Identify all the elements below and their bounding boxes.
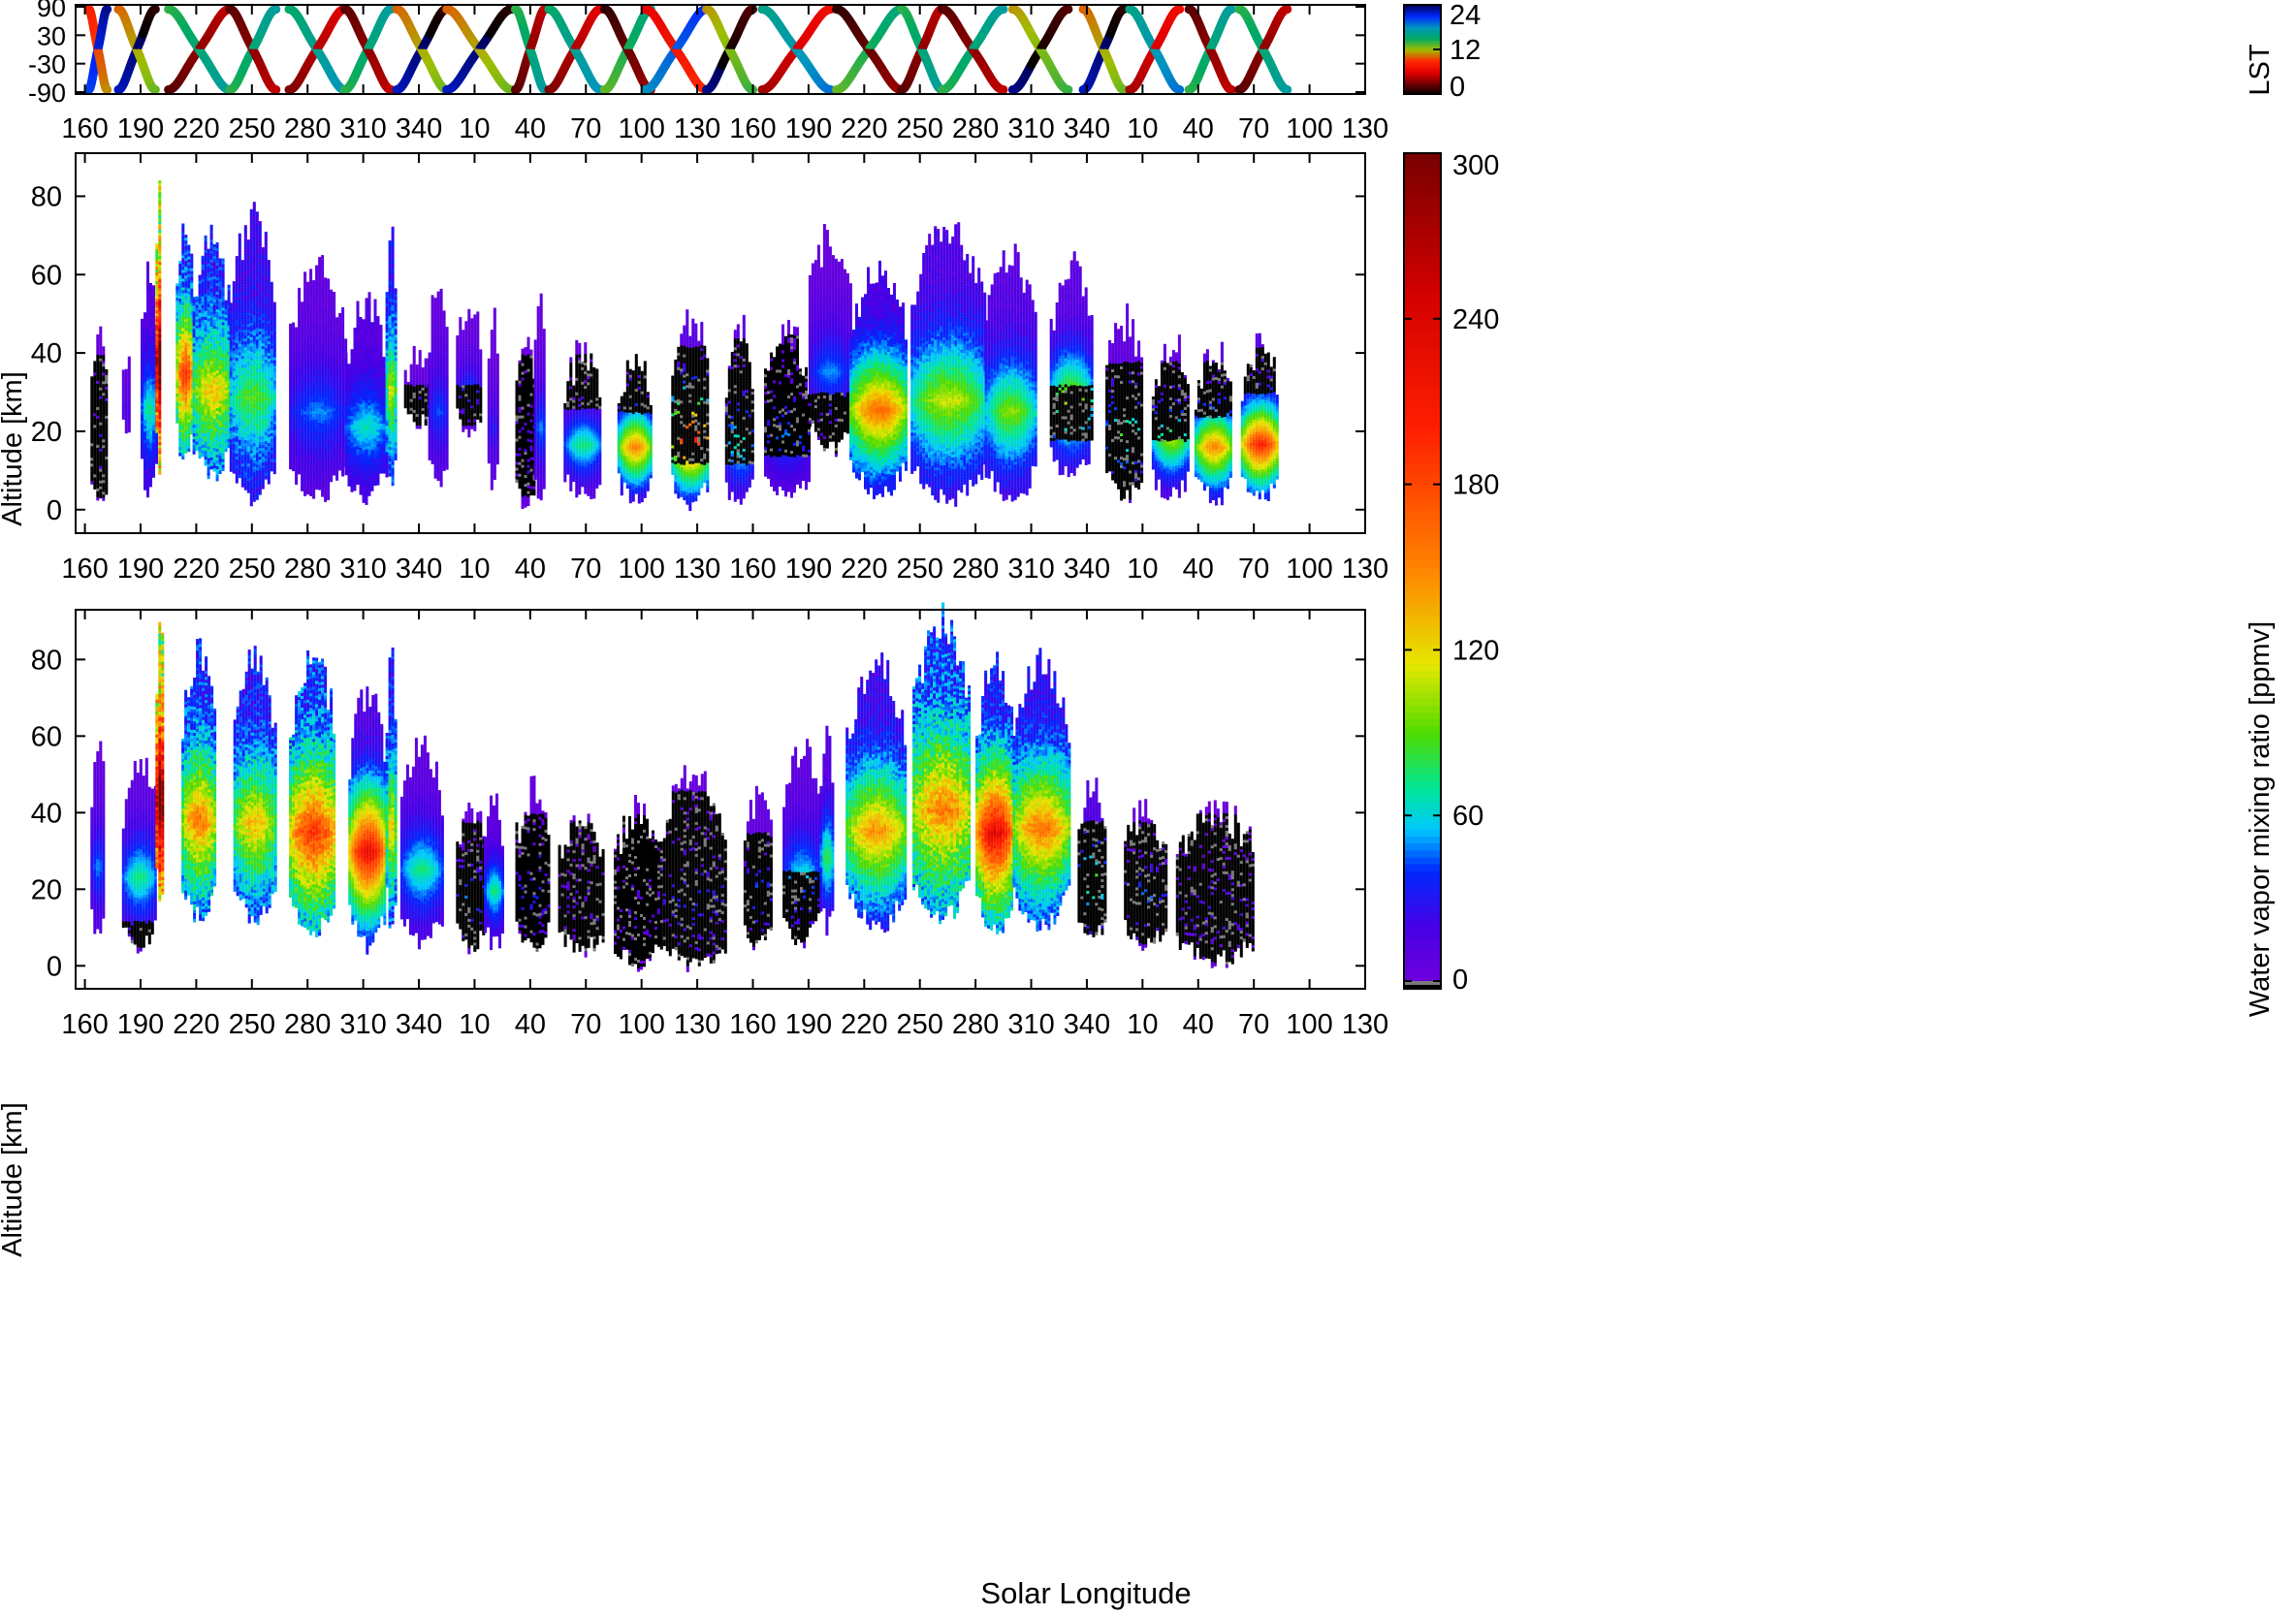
lst-point xyxy=(103,5,112,14)
lst-track xyxy=(897,5,946,94)
lst-point xyxy=(271,85,280,94)
lst-track xyxy=(392,5,451,94)
lst-track xyxy=(442,5,516,94)
lst-track xyxy=(511,5,550,94)
lst-track xyxy=(84,5,112,94)
lst-point xyxy=(271,5,280,14)
lst-track xyxy=(600,5,655,94)
lst-track xyxy=(1079,5,1129,94)
lst-track xyxy=(113,5,159,94)
lst-track xyxy=(340,5,396,94)
lst-point xyxy=(999,85,1007,94)
lst-track xyxy=(164,5,234,94)
lst-track xyxy=(938,5,1007,94)
lst-point xyxy=(151,85,160,94)
lst-track xyxy=(832,5,906,94)
lst-point xyxy=(151,5,160,14)
lst-point xyxy=(1064,85,1072,94)
lst-point xyxy=(1064,5,1072,14)
lst-track xyxy=(1008,5,1073,94)
lst-track xyxy=(544,5,605,94)
lst-track xyxy=(284,5,349,94)
lst-track xyxy=(225,5,280,94)
lst-track xyxy=(702,5,757,94)
lst-track xyxy=(757,5,835,94)
lst-point xyxy=(999,5,1007,14)
lst-track xyxy=(641,5,711,94)
lst-point xyxy=(103,85,112,94)
